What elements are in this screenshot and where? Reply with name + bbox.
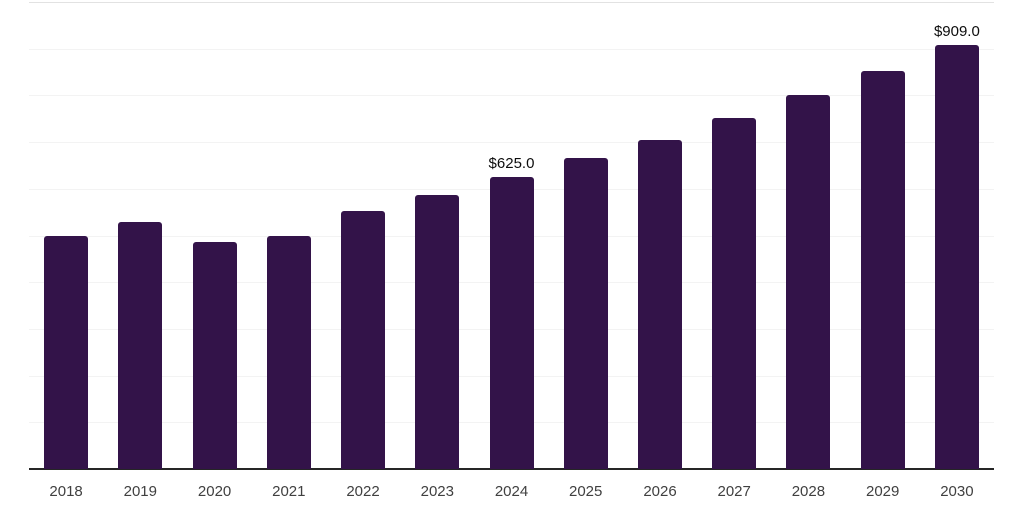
gridline-1000 (29, 2, 994, 3)
x-tick-label-2020: 2020 (197, 483, 232, 500)
x-tick-label-2023: 2023 (420, 483, 454, 500)
gridline-900 (29, 48, 994, 50)
bar-2025 (563, 158, 608, 469)
bar-2030 (934, 44, 979, 469)
x-tick-label-2025: 2025 (569, 483, 603, 500)
bar-2020 (192, 242, 237, 469)
bar-2026 (638, 140, 682, 469)
x-tick-label-2019: 2019 (123, 483, 157, 500)
x-tick-label-2028: 2028 (791, 483, 826, 500)
x-tick-label-2018: 2018 (49, 483, 83, 500)
x-tick-label-2027: 2027 (717, 483, 751, 500)
bar-2023 (415, 194, 460, 469)
x-tick-label-2021: 2021 (272, 483, 306, 500)
bar-2028 (786, 95, 831, 469)
x-tick-label-2022: 2022 (346, 483, 380, 500)
x-tick-label-2024: 2024 (494, 483, 529, 500)
gridline-800 (29, 95, 994, 97)
bar-2018 (44, 235, 89, 469)
bar-2029 (860, 70, 905, 469)
bar-value-label-2024: $625.0 (488, 155, 535, 173)
bar-2019 (118, 222, 163, 469)
bar-2021 (266, 235, 311, 469)
x-tick-label-2029: 2029 (866, 483, 900, 500)
bar-2027 (712, 117, 757, 469)
bar-value-label-2030: $909.0 (933, 22, 980, 40)
x-axis-line (29, 468, 994, 470)
x-tick-label-2030: 2030 (940, 483, 974, 500)
x-tick-label-2026: 2026 (643, 483, 677, 500)
bar-2024 (489, 177, 534, 469)
gridline-700 (29, 142, 994, 144)
bar-2022 (341, 211, 385, 469)
